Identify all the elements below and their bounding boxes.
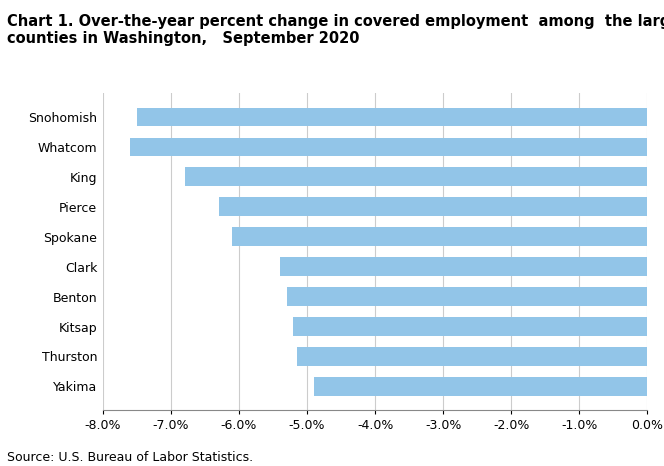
- Bar: [287, 287, 647, 306]
- Bar: [185, 167, 647, 186]
- Text: Source: U.S. Bureau of Labor Statistics.: Source: U.S. Bureau of Labor Statistics.: [7, 451, 253, 464]
- Bar: [293, 317, 647, 336]
- Text: Chart 1. Over-the-year percent change in covered employment  among  the largest
: Chart 1. Over-the-year percent change in…: [7, 14, 664, 47]
- Bar: [130, 137, 647, 156]
- Bar: [297, 347, 647, 366]
- Bar: [314, 377, 647, 396]
- Bar: [280, 257, 647, 276]
- Bar: [218, 198, 647, 216]
- Bar: [232, 227, 647, 246]
- Bar: [137, 108, 647, 126]
